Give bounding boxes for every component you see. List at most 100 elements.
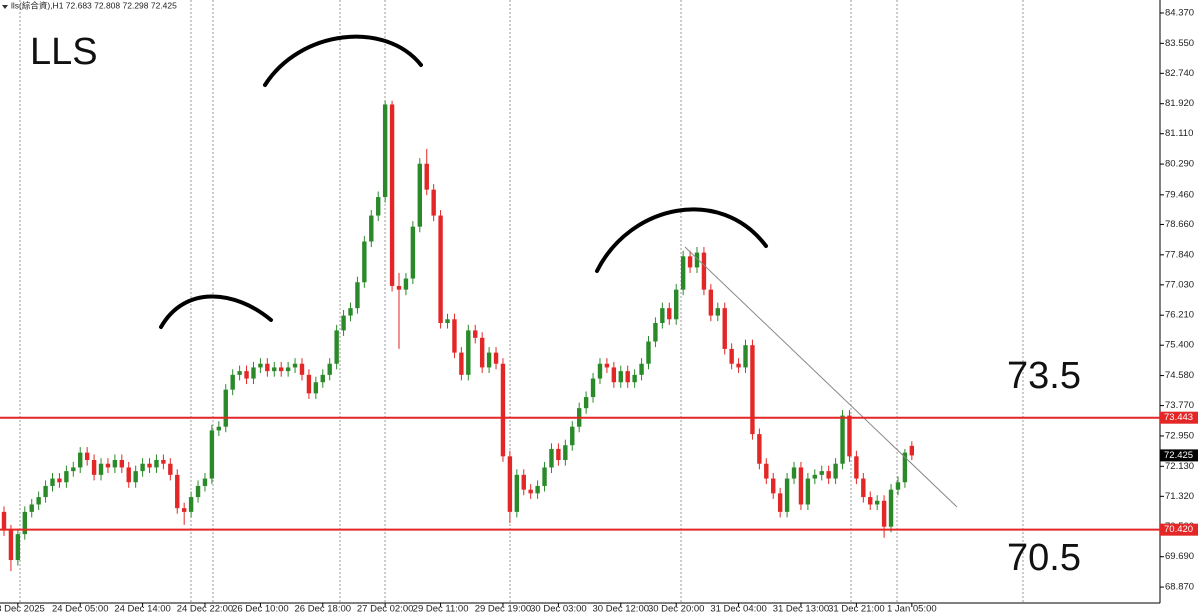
y-tick-label: 78.660 (1165, 219, 1194, 230)
candle-body (667, 308, 672, 320)
candle-body (583, 397, 589, 409)
candle-body (528, 489, 533, 494)
candle-body (674, 289, 679, 320)
candle-body (306, 374, 312, 394)
candle-body (36, 497, 41, 505)
candle-body (299, 363, 305, 375)
candle-body (424, 163, 429, 190)
candle-body (556, 448, 561, 461)
candle-body (535, 485, 540, 494)
y-tick-label: 72.130 (1165, 461, 1194, 472)
y-tick-label: 77.840 (1165, 249, 1194, 260)
candle-body (438, 215, 443, 323)
candle-body (98, 463, 104, 475)
candle-body (909, 445, 915, 456)
candle-body (362, 241, 367, 283)
annotation: 73.5 (1007, 355, 1081, 397)
y-tick-label: 71.320 (1165, 491, 1194, 502)
candle-body (105, 463, 111, 468)
candle-body (542, 467, 547, 486)
candle-body (854, 456, 859, 479)
y-tick-label: 77.030 (1165, 279, 1194, 290)
candle-body (563, 445, 568, 461)
candle-body (805, 478, 811, 505)
candle-body (175, 474, 180, 509)
last-price-label: 72.425 (1164, 450, 1193, 461)
y-tick-label: 68.870 (1165, 582, 1194, 593)
candle-body (777, 493, 783, 512)
candle-body (22, 511, 27, 535)
candle-body (216, 426, 222, 431)
candle-body (251, 367, 256, 379)
candle-body (78, 452, 83, 468)
candle-body (590, 378, 596, 398)
candle-body (29, 504, 34, 512)
candle-body (313, 382, 319, 394)
candle-body (653, 322, 658, 342)
candle-body (355, 282, 360, 309)
candle-body (15, 534, 21, 561)
candle-body (604, 363, 610, 368)
candle-body (646, 341, 651, 364)
candle-body (140, 463, 145, 472)
y-tick-label: 74.580 (1165, 370, 1194, 381)
candle-body (188, 497, 194, 512)
candle-body (826, 471, 831, 479)
y-tick-label: 69.690 (1165, 551, 1194, 562)
candle-body (147, 463, 152, 468)
candle-body (750, 345, 755, 435)
candle-body (632, 374, 637, 383)
candle-body (292, 363, 298, 368)
candle-body (71, 467, 76, 472)
candle-body (209, 430, 215, 479)
x-tick-label: 24 Dec 14:00 (114, 604, 171, 615)
candle-body (833, 463, 838, 479)
x-tick-label: 26 Dec 10:00 (232, 604, 289, 615)
candle-body (757, 434, 762, 464)
candle-body (417, 163, 422, 227)
candle-body (445, 319, 450, 323)
candle-body (902, 452, 908, 483)
x-tick-label: 26 Dec 18:00 (295, 604, 352, 615)
x-tick-label: 29 Dec 11:00 (413, 604, 469, 615)
candle-body (514, 474, 520, 512)
candle-body (708, 289, 714, 316)
candle-body (334, 330, 339, 364)
candle-body (618, 371, 623, 383)
y-tick-label: 76.210 (1165, 310, 1194, 321)
candle-body (64, 471, 69, 483)
candle-body (320, 374, 325, 383)
x-tick-label: 30 Dec 20:00 (648, 604, 705, 615)
candle-body (161, 460, 166, 464)
candle-body (493, 352, 499, 364)
x-tick-label: 1 Jan 05:00 (887, 604, 937, 615)
y-tick-label: 82.740 (1165, 68, 1194, 79)
candle-body (327, 363, 332, 375)
candle-body (549, 448, 554, 468)
y-tick-label: 84.370 (1165, 7, 1194, 18)
level-label-box (1160, 523, 1198, 536)
y-tick-label: 81.920 (1165, 98, 1194, 109)
y-tick-label: 73.770 (1165, 400, 1194, 411)
candle-body (119, 460, 125, 468)
trend-line (684, 246, 958, 508)
candle-body (57, 478, 62, 483)
header: lls(綜合資),H1 72.683 72.808 72.298 72.425 (11, 0, 177, 10)
candle-body (265, 363, 270, 372)
candle-body (874, 500, 880, 505)
candle-body (154, 460, 159, 468)
y-tick-label: 80.290 (1165, 159, 1194, 170)
candle-body (639, 363, 644, 375)
candle-body (348, 308, 353, 316)
y-tick-label: 72.950 (1165, 430, 1194, 441)
candle-body (91, 460, 97, 475)
x-tick-label: 30 Dec 03:00 (530, 604, 587, 615)
plot (1, 100, 915, 572)
candle-body (701, 252, 707, 290)
candle-body (459, 352, 464, 375)
candle-body (722, 308, 727, 349)
candle-body (500, 363, 506, 457)
candle-body (791, 467, 797, 479)
menu-triangle (2, 5, 8, 9)
x-tick-label: 30 Dec 12:00 (593, 604, 650, 615)
